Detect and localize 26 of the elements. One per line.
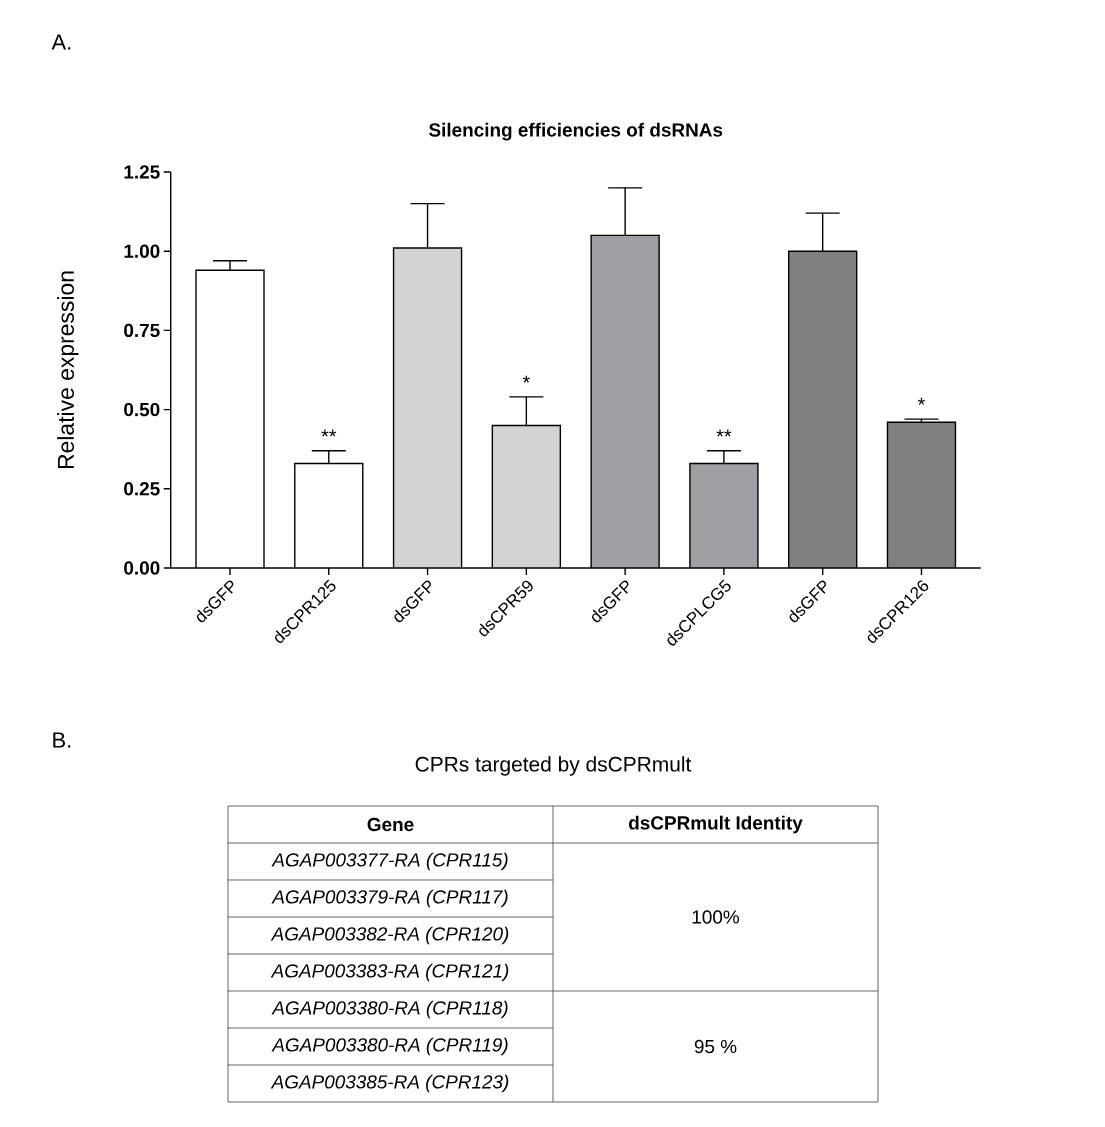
text: AGAP003383-RA (CPR121)	[270, 963, 509, 982]
chart-title: Silencing efficiencies of dsRNAs	[429, 122, 723, 141]
text: dsCPRmult Identity	[628, 815, 803, 834]
y-tick-label: 0.00	[124, 561, 160, 575]
data-label: **	[321, 429, 337, 437]
data-label: *	[917, 397, 926, 405]
text: AGAP003380-RA (CPR119)	[271, 1037, 508, 1056]
text: A.	[51, 34, 71, 50]
data-label: *	[522, 375, 530, 383]
y-tick-label: 1.00	[124, 244, 160, 258]
y-tick-label: 0.25	[124, 482, 160, 496]
text: AGAP003385-RA (CPR123)	[270, 1074, 509, 1093]
y-tick-label: 1.25	[124, 165, 160, 179]
text: CPRs targeted by dsCPRmult	[415, 756, 692, 776]
text: AGAP003382-RA (CPR120)	[270, 926, 509, 945]
y-tick-label: 0.50	[124, 402, 160, 417]
y-axis-title: Relative expression	[57, 271, 79, 469]
text: 100%	[692, 910, 740, 924]
text: 95 %	[694, 1039, 737, 1054]
text: B.	[53, 732, 71, 748]
data-label: **	[716, 429, 732, 437]
text: AGAP003379-RA (CPR117)	[271, 889, 508, 908]
text: AGAP003380-RA (CPR118)	[271, 1000, 508, 1019]
y-tick-label: 0.75	[124, 323, 160, 338]
text: Gene	[367, 817, 414, 832]
text: AGAP003377-RA (CPR115)	[271, 852, 508, 871]
